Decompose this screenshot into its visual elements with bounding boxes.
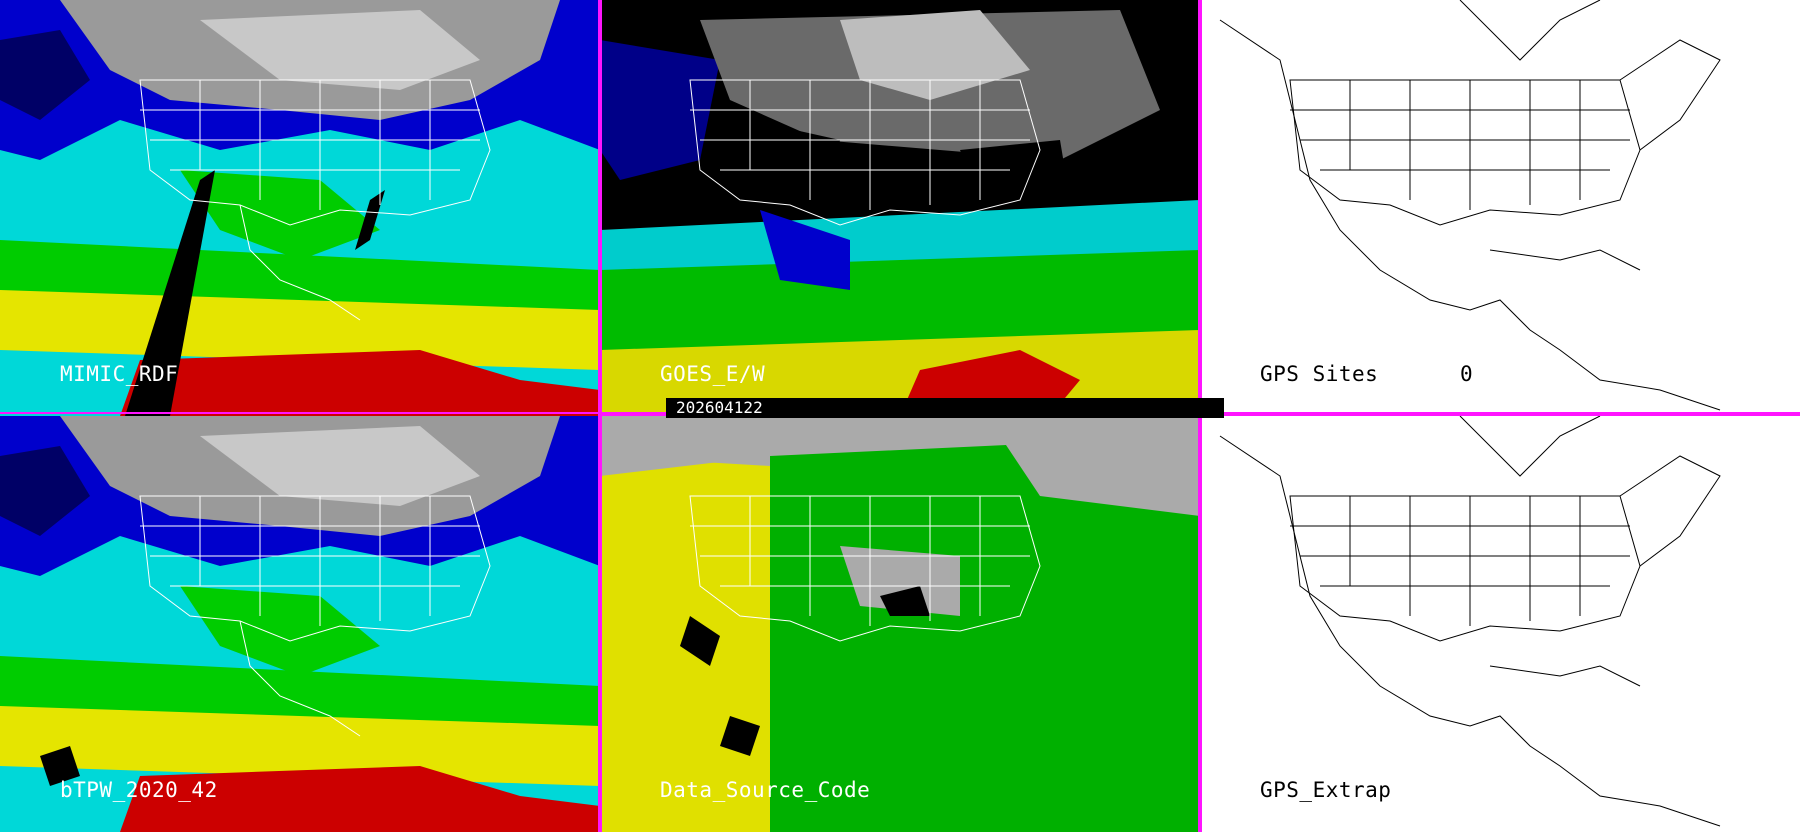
state-boundaries-overlay bbox=[689, 79, 1041, 226]
timestamp-bar: 202604122 bbox=[666, 398, 1224, 418]
panel-data-source-code: Data_Source_Code bbox=[600, 416, 1200, 832]
panel-mimic-rdf: MIMIC_RDF bbox=[0, 0, 600, 416]
panel-gps-sites: GPS Sites 0 bbox=[1200, 0, 1800, 416]
panel-divider bbox=[598, 0, 602, 832]
panel-label: bTPW_2020_42 bbox=[60, 778, 218, 802]
panel-btpw-2020-42: bTPW_2020_42 bbox=[0, 416, 600, 832]
panel-label: MIMIC_RDF bbox=[60, 362, 179, 386]
panel-label: GPS Sites bbox=[1260, 362, 1379, 386]
basemap-outline bbox=[1219, 416, 1721, 827]
panel-divider bbox=[0, 412, 600, 414]
state-boundaries-overlay bbox=[139, 79, 491, 321]
state-boundaries-overlay bbox=[689, 495, 1041, 642]
panel-label: GOES_E/W bbox=[660, 362, 766, 386]
state-boundaries-overlay bbox=[139, 495, 491, 737]
panel-label: Data_Source_Code bbox=[660, 778, 871, 802]
panel-gps-extrap: GPS_Extrap bbox=[1200, 416, 1800, 832]
panel-label: GPS_Extrap bbox=[1260, 778, 1392, 802]
timestamp: 202604122 bbox=[676, 398, 763, 417]
tpw-field-map bbox=[0, 0, 600, 416]
panel-goes-ew: GOES_E/W bbox=[600, 0, 1200, 416]
basemap-outline bbox=[1219, 0, 1721, 411]
source-code-map bbox=[600, 416, 1200, 832]
gps-site-count: 0 bbox=[1460, 362, 1473, 386]
tpw-field-map bbox=[0, 416, 600, 832]
